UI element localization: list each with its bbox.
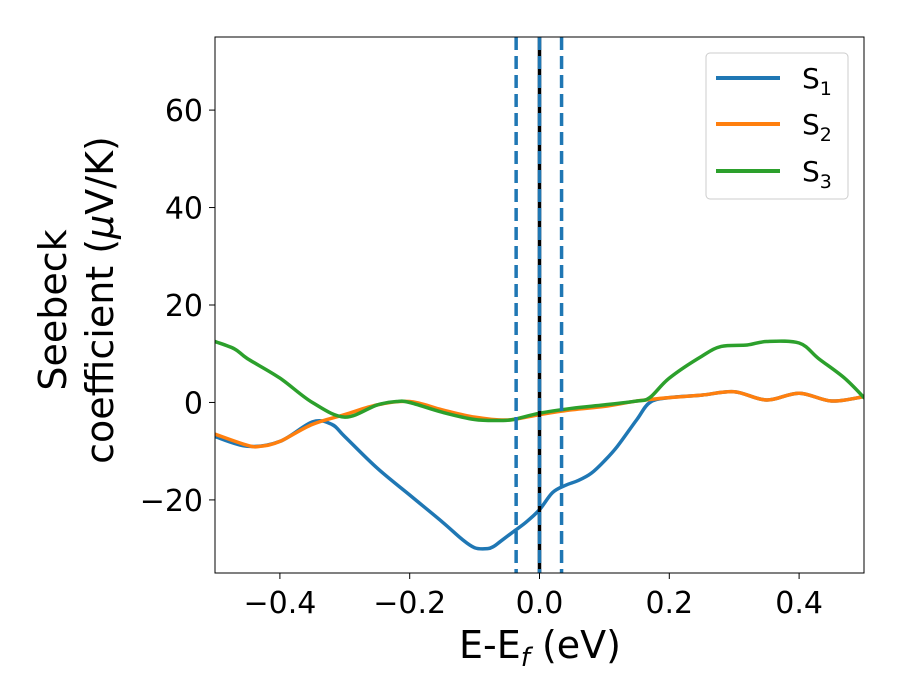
y-axis-title-line2-post: V/K) bbox=[78, 136, 122, 215]
x-axis-title-main: E-E bbox=[459, 623, 521, 667]
y-tick-label: 20 bbox=[165, 289, 203, 324]
y-axis-ticks: −20 0 20 40 60 bbox=[140, 94, 215, 519]
x-tick-label: 0.4 bbox=[775, 586, 823, 621]
x-axis-ticks: −0.4 −0.2 0.0 0.2 0.4 bbox=[243, 573, 823, 621]
x-tick-label: 0.0 bbox=[516, 586, 564, 621]
legend-label-s3: S3 bbox=[802, 155, 832, 193]
y-tick-label: 40 bbox=[165, 192, 203, 227]
legend-label-s1: S1 bbox=[802, 62, 832, 100]
y-axis-title-line1: Seebeck bbox=[31, 229, 75, 390]
y-tick-label: 60 bbox=[165, 94, 203, 129]
legend: S1 S2 S3 bbox=[705, 52, 849, 200]
legend-label-s2: S2 bbox=[802, 108, 832, 146]
x-tick-label: −0.4 bbox=[243, 586, 316, 621]
y-axis-title-line2: coefficient (μV/K) bbox=[78, 136, 122, 464]
y-tick-label: 0 bbox=[184, 386, 203, 421]
y-axis-title-mu: μ bbox=[78, 215, 122, 240]
x-tick-label: −0.2 bbox=[373, 586, 446, 621]
legend-entry-s2: S2 bbox=[716, 108, 832, 146]
y-axis-title-line2-pre: coefficient ( bbox=[78, 239, 122, 464]
x-axis-title-suffix: (eV) bbox=[530, 623, 621, 667]
x-tick-label: 0.2 bbox=[645, 586, 693, 621]
x-axis-title: E-Ef (eV) bbox=[459, 623, 621, 673]
y-tick-label: −20 bbox=[140, 484, 203, 519]
legend-entry-s1: S1 bbox=[716, 62, 832, 100]
legend-entry-s3: S3 bbox=[716, 155, 832, 193]
vline-layer bbox=[514, 37, 564, 573]
